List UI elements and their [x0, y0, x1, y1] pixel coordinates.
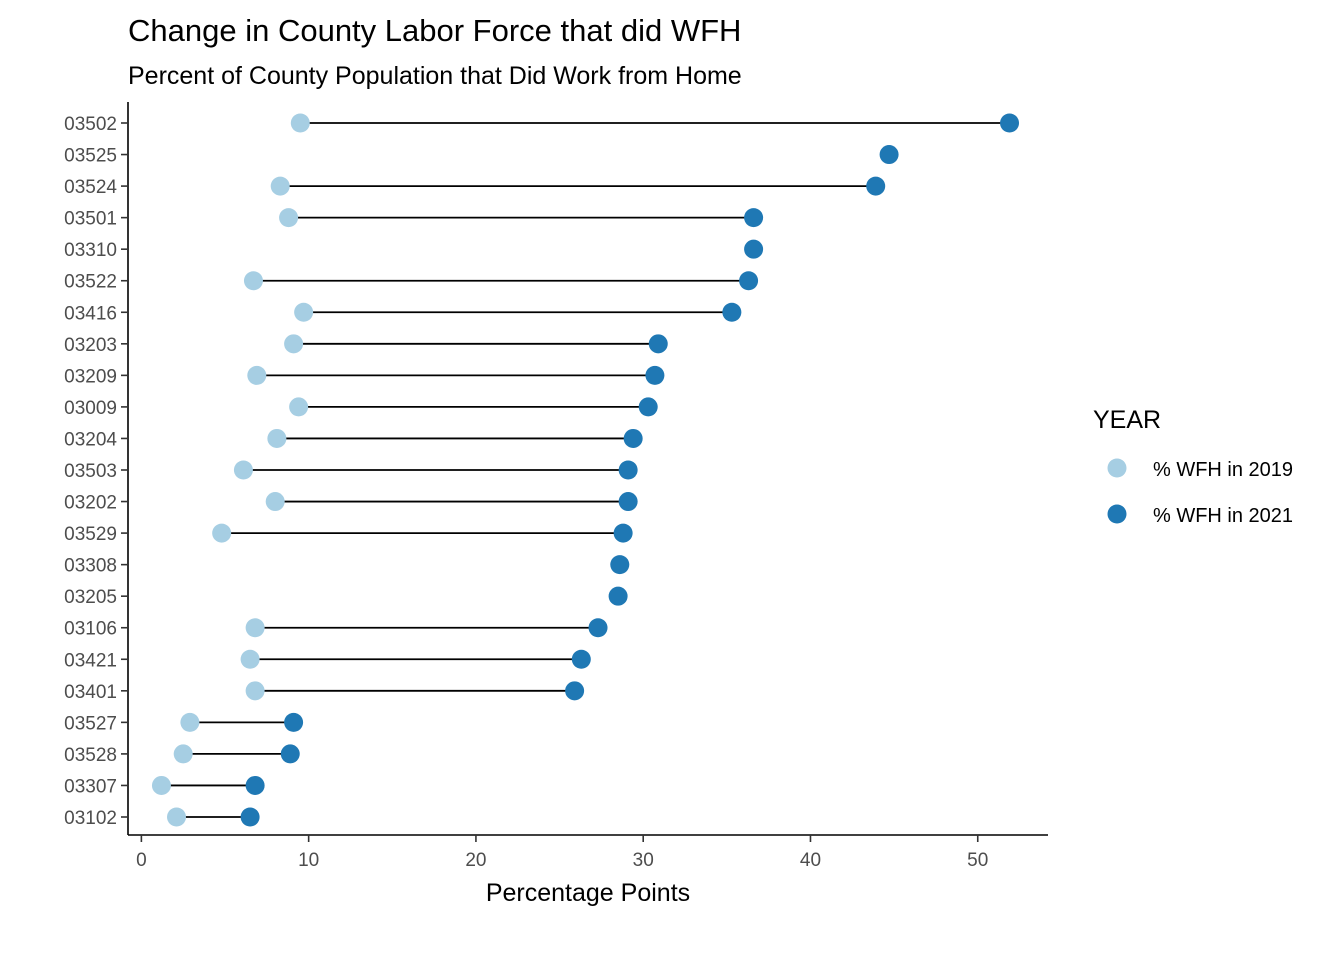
- point-2021: [623, 428, 643, 448]
- y-tick-label: 03529: [64, 524, 117, 545]
- x-tick-label: 20: [465, 850, 486, 871]
- y-tick-label: 03501: [64, 209, 117, 230]
- point-2021: [722, 302, 742, 322]
- y-tick-label: 03203: [64, 335, 117, 356]
- point-2019: [265, 492, 285, 512]
- point-2019: [267, 428, 287, 448]
- legend-title: YEAR: [1093, 406, 1161, 434]
- point-2021: [571, 649, 591, 669]
- y-tick-label: 03202: [64, 493, 117, 514]
- chart-subtitle: Percent of County Population that Did Wo…: [128, 62, 742, 90]
- y-axis-ticks: 03502 03525 03524 03501 03310 03522 03416 03203…: [64, 114, 128, 829]
- y-tick-label: 03522: [64, 272, 117, 293]
- point-2021: [744, 239, 764, 259]
- x-tick-label: 40: [800, 850, 821, 871]
- point-2019: [245, 681, 265, 701]
- point-2019: [247, 365, 267, 385]
- point-2019: [289, 397, 309, 417]
- legend-label-2019: % WFH in 2019: [1153, 459, 1293, 481]
- point-2019: [212, 523, 232, 543]
- y-tick-label: 03009: [64, 398, 117, 419]
- y-tick-label: 03205: [64, 587, 117, 608]
- point-2019: [151, 775, 171, 795]
- y-tick-label: 03102: [64, 808, 117, 829]
- point-2019: [270, 176, 290, 196]
- y-tick-label: 03310: [64, 240, 117, 261]
- legend-swatch-2019: [1107, 458, 1127, 478]
- y-tick-label: 03525: [64, 146, 117, 167]
- point-2021: [610, 555, 630, 575]
- legend-item-2021: % WFH in 2021: [1107, 504, 1293, 527]
- x-tick-label: 0: [136, 850, 147, 871]
- point-2021: [648, 334, 668, 354]
- y-tick-label: 03528: [64, 745, 117, 766]
- chart-title: Change in County Labor Force that did WF…: [128, 13, 741, 48]
- y-tick-label: 03308: [64, 556, 117, 577]
- legend-label-2021: % WFH in 2021: [1153, 505, 1293, 527]
- point-2021: [613, 523, 633, 543]
- point-2021: [245, 775, 265, 795]
- point-2019: [243, 271, 263, 291]
- point-2021: [618, 492, 638, 512]
- y-tick-label: 03527: [64, 713, 117, 734]
- point-2021: [638, 397, 658, 417]
- y-tick-label: 03416: [64, 303, 117, 324]
- point-2021: [608, 586, 628, 606]
- point-2019: [173, 744, 193, 764]
- y-tick-label: 03502: [64, 114, 117, 135]
- y-tick-label: 03204: [64, 429, 117, 450]
- point-2021: [1000, 113, 1020, 133]
- point-2021: [284, 712, 304, 732]
- y-tick-label: 03524: [64, 177, 117, 198]
- point-2021: [588, 618, 608, 638]
- point-2019: [167, 807, 187, 827]
- x-tick-label: 50: [967, 850, 988, 871]
- plot-area: [151, 113, 1020, 827]
- point-2019: [284, 334, 304, 354]
- x-tick-label: 30: [633, 850, 654, 871]
- y-tick-label: 03401: [64, 682, 117, 703]
- point-2019: [180, 712, 200, 732]
- point-2019: [233, 460, 253, 480]
- point-2019: [290, 113, 310, 133]
- point-2021: [866, 176, 886, 196]
- y-tick-label: 03503: [64, 461, 117, 482]
- point-2021: [879, 145, 899, 165]
- point-2021: [645, 365, 665, 385]
- y-tick-label: 03106: [64, 619, 117, 640]
- point-2019: [294, 302, 314, 322]
- legend-swatch-2021: [1107, 504, 1127, 524]
- point-2021: [240, 807, 260, 827]
- legend-item-2019: % WFH in 2019: [1107, 458, 1293, 481]
- point-2019: [279, 208, 299, 228]
- point-2021: [744, 208, 764, 228]
- legend: YEAR % WFH in 2019 % WFH in 2021: [1093, 406, 1293, 527]
- point-2021: [280, 744, 300, 764]
- y-tick-label: 03307: [64, 776, 117, 797]
- point-2021: [618, 460, 638, 480]
- x-axis-ticks: 0 10 20 30 40 50: [136, 835, 988, 871]
- point-2021: [739, 271, 759, 291]
- point-2021: [565, 681, 585, 701]
- x-axis-title: Percentage Points: [486, 879, 690, 907]
- y-tick-label: 03209: [64, 366, 117, 387]
- point-2019: [245, 618, 265, 638]
- x-tick-label: 10: [298, 850, 319, 871]
- y-tick-label: 03421: [64, 650, 117, 671]
- point-2019: [240, 649, 260, 669]
